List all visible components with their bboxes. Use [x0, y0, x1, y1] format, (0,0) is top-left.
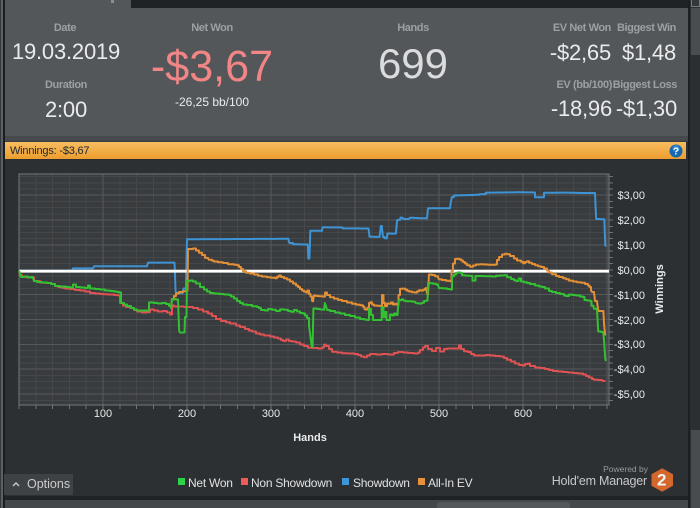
svg-text:600: 600: [514, 408, 532, 420]
svg-text:-$3,00: -$3,00: [614, 339, 645, 351]
svg-text:?: ?: [673, 147, 679, 158]
svg-text:-$1,00: -$1,00: [614, 290, 645, 302]
svg-text:200: 200: [178, 408, 196, 420]
svg-text:-$5,00: -$5,00: [614, 389, 645, 401]
svg-text:-$2,00: -$2,00: [614, 315, 645, 327]
svg-text:$1,00: $1,00: [617, 240, 645, 252]
svg-text:500: 500: [430, 408, 448, 420]
svg-text:-$4,00: -$4,00: [614, 364, 645, 376]
svg-text:2: 2: [657, 471, 666, 490]
svg-text:300: 300: [262, 408, 280, 420]
svg-text:100: 100: [94, 408, 112, 420]
svg-text:$0,00: $0,00: [617, 265, 645, 277]
svg-text:Winnings: Winnings: [654, 264, 666, 313]
svg-text:Hands: Hands: [293, 432, 327, 444]
svg-text:$3,00: $3,00: [617, 190, 645, 202]
svg-text:$2,00: $2,00: [617, 215, 645, 227]
svg-text:400: 400: [346, 408, 364, 420]
